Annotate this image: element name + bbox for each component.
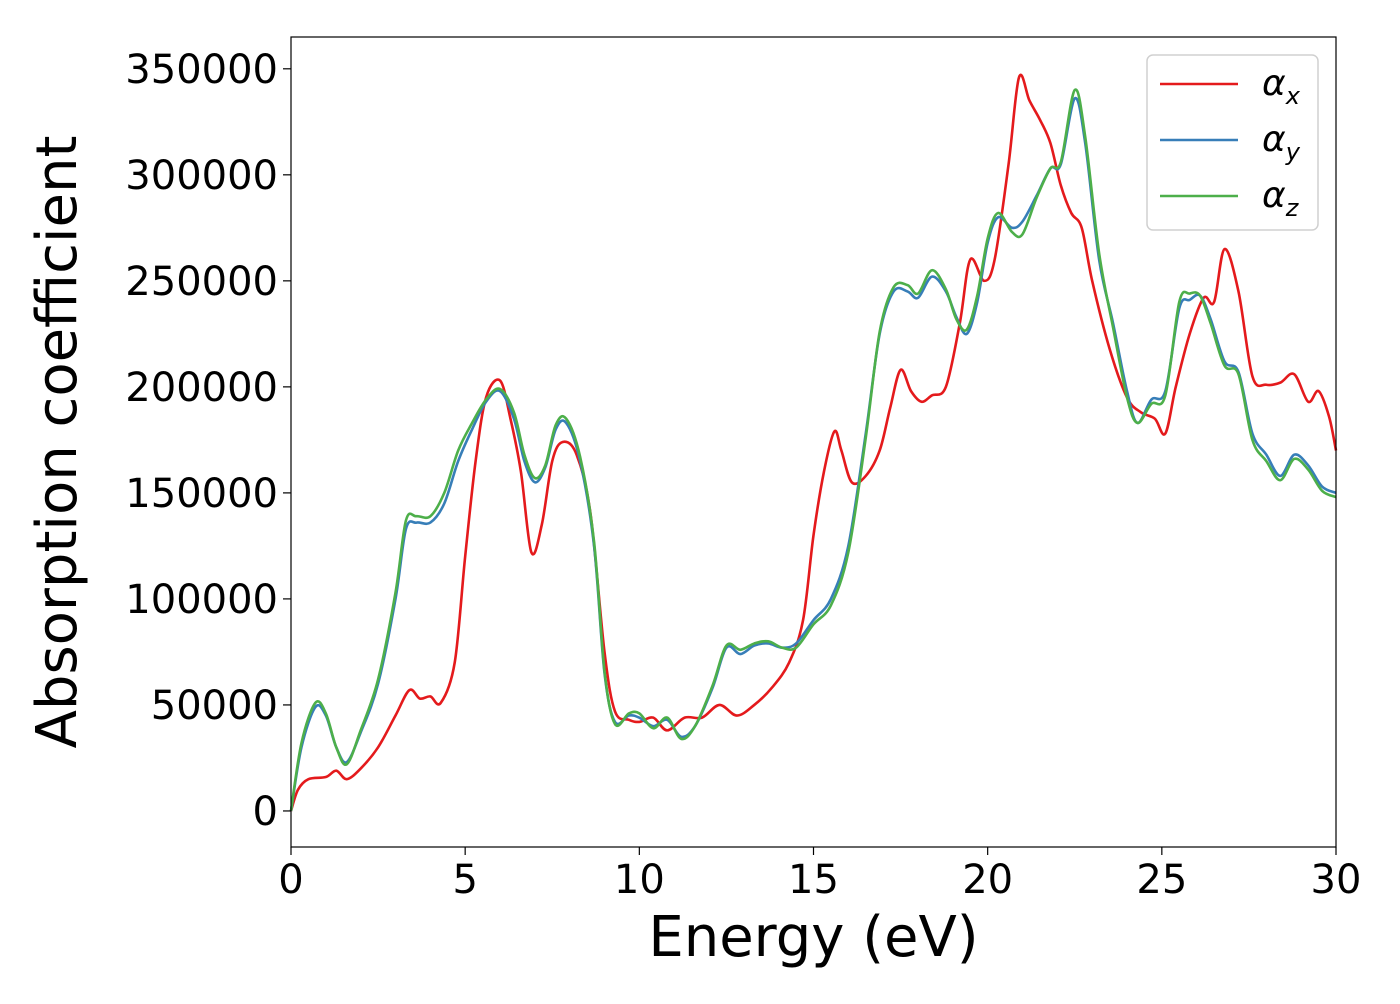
x-axis: 0 5 10 15 20 25 30 [278, 847, 1361, 903]
series-line-y [289, 96, 1337, 812]
legend-label-z: αz [1262, 175, 1300, 222]
y-tick-label: 300000 [125, 153, 278, 199]
y-tick-label: 200000 [125, 365, 278, 411]
y-tick-label: 150000 [125, 471, 278, 517]
x-tick-label: 20 [962, 857, 1013, 903]
legend-label-y: αy [1262, 119, 1301, 166]
legend: αx αy αz [1146, 54, 1319, 231]
x-tick-label: 25 [1136, 857, 1187, 903]
x-tick-label: 5 [452, 857, 477, 903]
x-tick-label: 0 [278, 857, 303, 903]
y-axis-label: Absorption coefficient [25, 136, 90, 749]
y-tick-label: 350000 [125, 47, 278, 93]
legend-label-x: αx [1262, 63, 1301, 110]
y-tick-label: 0 [253, 789, 278, 835]
legend-box [1146, 54, 1319, 231]
series-layer [289, 73, 1338, 812]
y-tick-label: 100000 [125, 577, 278, 623]
y-tick-label: 250000 [125, 259, 278, 305]
x-tick-label: 30 [1311, 857, 1362, 903]
series-line-z [289, 88, 1337, 812]
x-tick-label: 10 [614, 857, 665, 903]
series-line-x [289, 73, 1338, 812]
x-tick-label: 15 [788, 857, 839, 903]
x-axis-label: Energy (eV) [648, 905, 978, 970]
y-tick-label: 50000 [151, 683, 278, 729]
y-axis: 0 50000 100000 150000 200000 250000 300000 3500… [125, 47, 291, 835]
